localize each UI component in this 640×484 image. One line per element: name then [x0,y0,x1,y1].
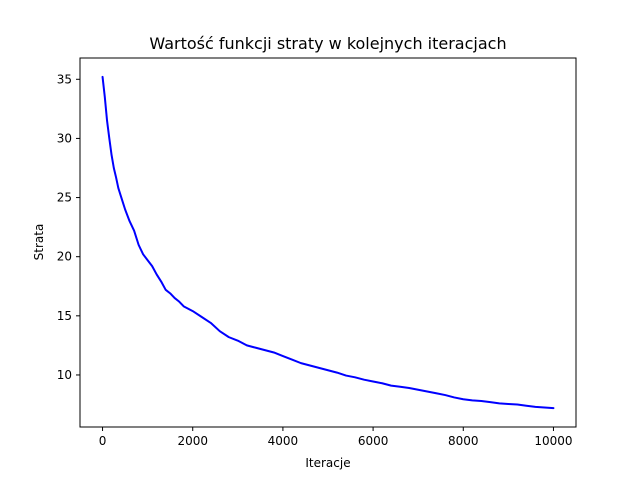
chart-title: Wartość funkcji straty w kolejnych itera… [149,34,506,53]
y-tick-label: 20 [57,250,72,264]
y-tick-label: 30 [57,131,72,145]
x-tick-label: 0 [99,434,107,448]
plot-area [79,57,577,428]
x-tick-label: 8000 [448,434,479,448]
x-axis-label: Iteracje [305,456,350,470]
loss-series-line [101,75,555,410]
y-tick-label: 15 [57,309,72,323]
x-tick-label: 4000 [268,434,299,448]
x-tick-label: 10000 [534,434,572,448]
x-axis-ticks: 0 2000 4000 6000 8000 10000 [99,427,573,448]
y-axis-ticks: 10 15 20 25 30 35 [57,72,80,382]
y-axis-label: Strata [32,224,46,261]
x-tick-label: 2000 [177,434,208,448]
y-tick-label: 25 [57,191,72,205]
y-tick-label: 35 [57,72,72,86]
y-tick-label: 10 [57,368,72,382]
axes-frame [79,57,577,428]
x-tick-label: 6000 [358,434,389,448]
